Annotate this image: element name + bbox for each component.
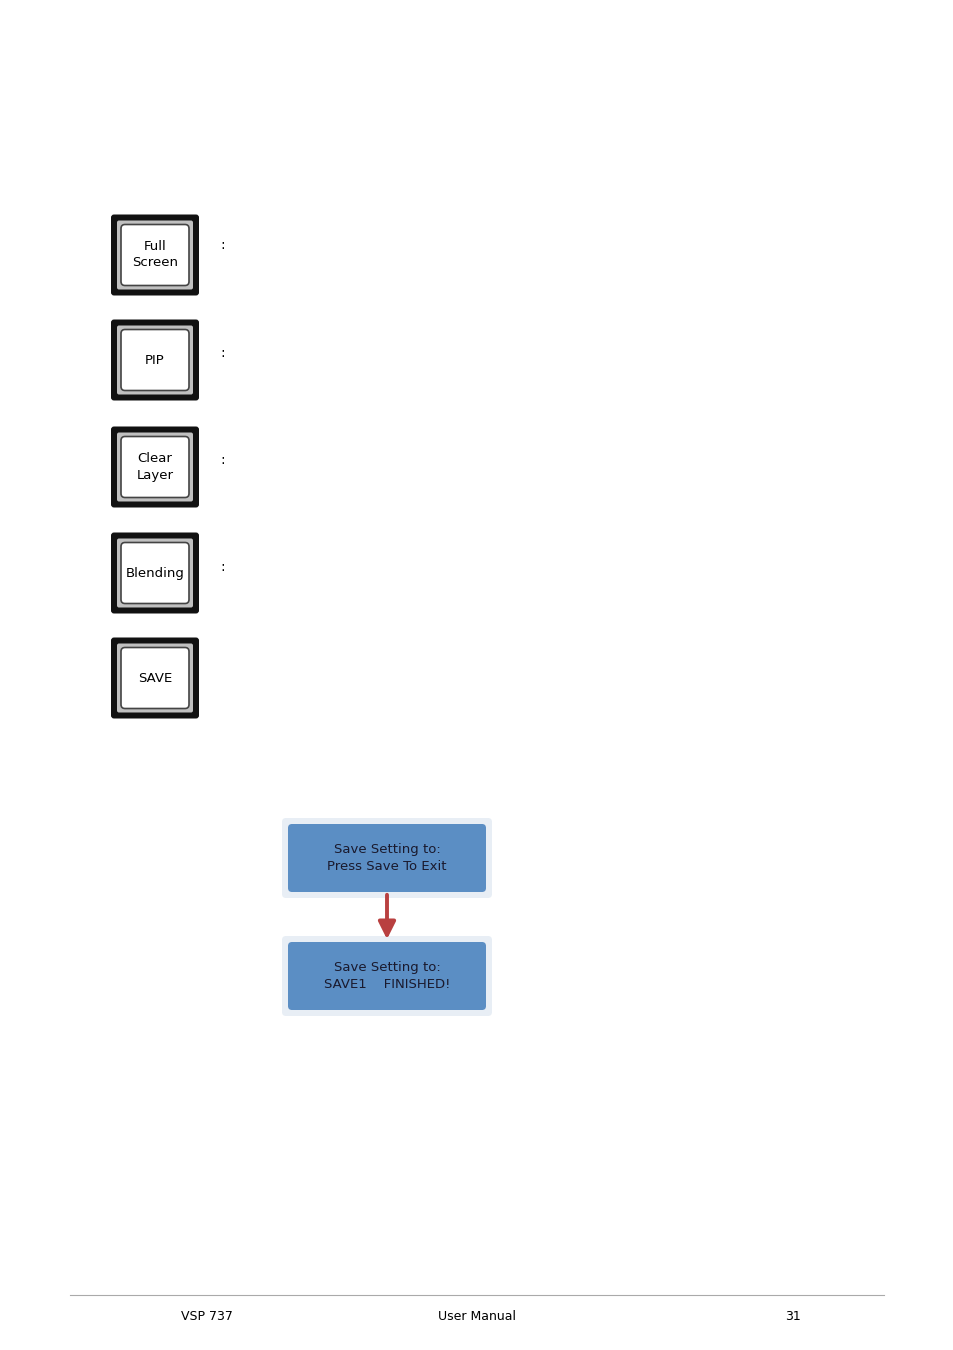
FancyBboxPatch shape [121, 329, 189, 390]
FancyBboxPatch shape [111, 637, 199, 718]
FancyBboxPatch shape [117, 325, 193, 394]
FancyBboxPatch shape [288, 824, 485, 892]
Text: Full
Screen: Full Screen [132, 240, 178, 270]
FancyBboxPatch shape [117, 432, 193, 501]
FancyBboxPatch shape [117, 539, 193, 608]
Text: VSP 737: VSP 737 [181, 1310, 233, 1323]
FancyBboxPatch shape [111, 320, 199, 401]
Text: :: : [220, 560, 224, 574]
Text: Blending: Blending [126, 567, 184, 579]
Text: :: : [220, 346, 224, 360]
FancyBboxPatch shape [111, 427, 199, 508]
FancyBboxPatch shape [121, 224, 189, 285]
FancyBboxPatch shape [117, 220, 193, 289]
FancyBboxPatch shape [282, 936, 492, 1017]
Text: Save Setting to:
SAVE1    FINISHED!: Save Setting to: SAVE1 FINISHED! [323, 960, 450, 991]
FancyBboxPatch shape [111, 215, 199, 296]
FancyBboxPatch shape [121, 543, 189, 603]
Text: :: : [220, 238, 224, 252]
FancyBboxPatch shape [282, 818, 492, 898]
Text: 31: 31 [784, 1310, 800, 1323]
FancyBboxPatch shape [288, 942, 485, 1010]
Text: Clear
Layer: Clear Layer [136, 452, 173, 482]
Text: User Manual: User Manual [437, 1310, 516, 1323]
FancyBboxPatch shape [121, 648, 189, 709]
Text: Save Setting to:
Press Save To Exit: Save Setting to: Press Save To Exit [327, 842, 446, 873]
FancyBboxPatch shape [121, 436, 189, 498]
Text: PIP: PIP [145, 354, 165, 366]
Text: :: : [220, 454, 224, 467]
FancyBboxPatch shape [111, 532, 199, 613]
FancyBboxPatch shape [117, 644, 193, 713]
Text: SAVE: SAVE [138, 671, 172, 684]
